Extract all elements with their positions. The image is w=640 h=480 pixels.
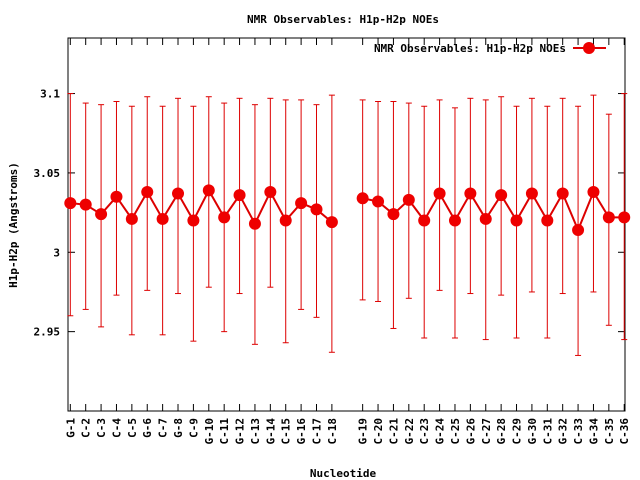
x-tick-label: C-7 <box>157 418 170 438</box>
data-point <box>495 189 508 202</box>
chart-title: NMR Observables: H1p-H2p NOEs <box>247 13 439 26</box>
x-tick-label: G-10 <box>203 418 216 445</box>
data-point <box>618 211 631 224</box>
x-tick-label: G-32 <box>557 418 570 445</box>
data-point <box>556 187 569 200</box>
data-point <box>433 187 446 200</box>
data-point <box>587 185 600 198</box>
x-tick-label: C-4 <box>110 418 123 438</box>
x-axis-label: Nucleotide <box>310 467 377 480</box>
x-tick-label: G-14 <box>264 418 277 445</box>
y-axis: 2.95 3 3.05 3.1 <box>34 88 625 339</box>
x-tick-label: C-13 <box>249 418 262 445</box>
y-tick-label: 3.1 <box>40 88 60 101</box>
x-tick-label: C-23 <box>418 418 431 445</box>
x-tick-label: C-9 <box>187 418 200 438</box>
x-tick-label: C-36 <box>618 418 631 445</box>
x-tick-label: G-12 <box>234 418 247 445</box>
x-tick-label: C-20 <box>372 418 385 445</box>
data-point <box>279 214 292 227</box>
x-tick-label: G-30 <box>526 418 539 445</box>
data-point <box>510 214 523 227</box>
data-point <box>202 184 215 197</box>
data-point <box>387 208 400 221</box>
series-line <box>70 188 625 233</box>
y-axis-label: H1p-H2p (Angstroms) <box>7 162 20 288</box>
data-point <box>233 189 246 202</box>
data-point <box>248 217 261 230</box>
y-tick-label: 2.95 <box>34 326 61 339</box>
x-tick-label: C-11 <box>218 418 231 445</box>
x-tick-label: C-5 <box>126 418 139 438</box>
data-point <box>402 193 415 206</box>
x-tick-label: C-25 <box>449 418 462 445</box>
legend-label: NMR Observables: H1p-H2p NOEs <box>374 42 566 55</box>
data-point <box>310 203 323 216</box>
data-point <box>172 187 185 200</box>
x-tick-label: G-8 <box>172 418 185 438</box>
x-tick-label: C-35 <box>603 418 616 445</box>
data-point <box>79 198 92 211</box>
x-tick-label: G-34 <box>587 418 600 445</box>
x-tick-label: C-15 <box>280 418 293 445</box>
plot-frame <box>67 37 626 412</box>
data-point <box>464 187 477 200</box>
x-tick-label: G-22 <box>403 418 416 445</box>
data-point <box>372 195 385 208</box>
x-tick-label: C-33 <box>572 418 585 445</box>
data-point <box>64 197 77 210</box>
data-point <box>572 224 585 237</box>
data-point <box>356 192 369 205</box>
series-line-segment <box>70 188 333 226</box>
data-point <box>479 212 492 225</box>
data-points <box>64 184 631 237</box>
data-point <box>218 211 231 224</box>
data-point <box>156 212 169 225</box>
data-point <box>141 185 154 198</box>
data-point <box>95 208 108 221</box>
data-point <box>125 212 138 225</box>
x-tick-label: C-31 <box>541 418 554 445</box>
x-tick-label: C-18 <box>326 418 339 445</box>
data-point <box>418 214 431 227</box>
x-tick-label: C-29 <box>511 418 524 445</box>
y-tick-label: 3 <box>53 246 60 259</box>
data-point <box>110 190 123 203</box>
legend-swatch-marker <box>583 42 595 54</box>
x-tick-label: G-6 <box>141 418 154 438</box>
data-point <box>295 197 308 210</box>
data-point <box>325 216 338 229</box>
x-tick-label: G-24 <box>434 418 447 445</box>
x-tick-label: C-21 <box>387 418 400 445</box>
x-tick-label: G-16 <box>295 418 308 445</box>
data-point <box>448 214 461 227</box>
x-tick-label: G-26 <box>464 418 477 445</box>
x-tick-label: G-1 <box>64 418 77 438</box>
x-tick-label: G-28 <box>495 418 508 445</box>
x-tick-label: C-2 <box>80 418 93 438</box>
series-line-segment <box>362 189 625 233</box>
x-tick-label: C-17 <box>310 418 323 445</box>
data-point <box>525 187 538 200</box>
data-point <box>541 214 554 227</box>
data-point <box>187 214 200 227</box>
data-point <box>602 211 615 224</box>
x-tick-label: C-27 <box>480 418 493 445</box>
x-axis: G-1 C-2 C-3 C-4 C-5 G-6 C-7 G-8 C-9 G-10 C-11 G-12 C… <box>64 38 631 445</box>
y-tick-label: 3.05 <box>34 167 61 180</box>
data-point <box>264 185 277 198</box>
legend: NMR Observables: H1p-H2p NOEs <box>374 42 606 55</box>
x-tick-label: G-19 <box>357 418 370 445</box>
x-tick-label: C-3 <box>95 418 108 438</box>
